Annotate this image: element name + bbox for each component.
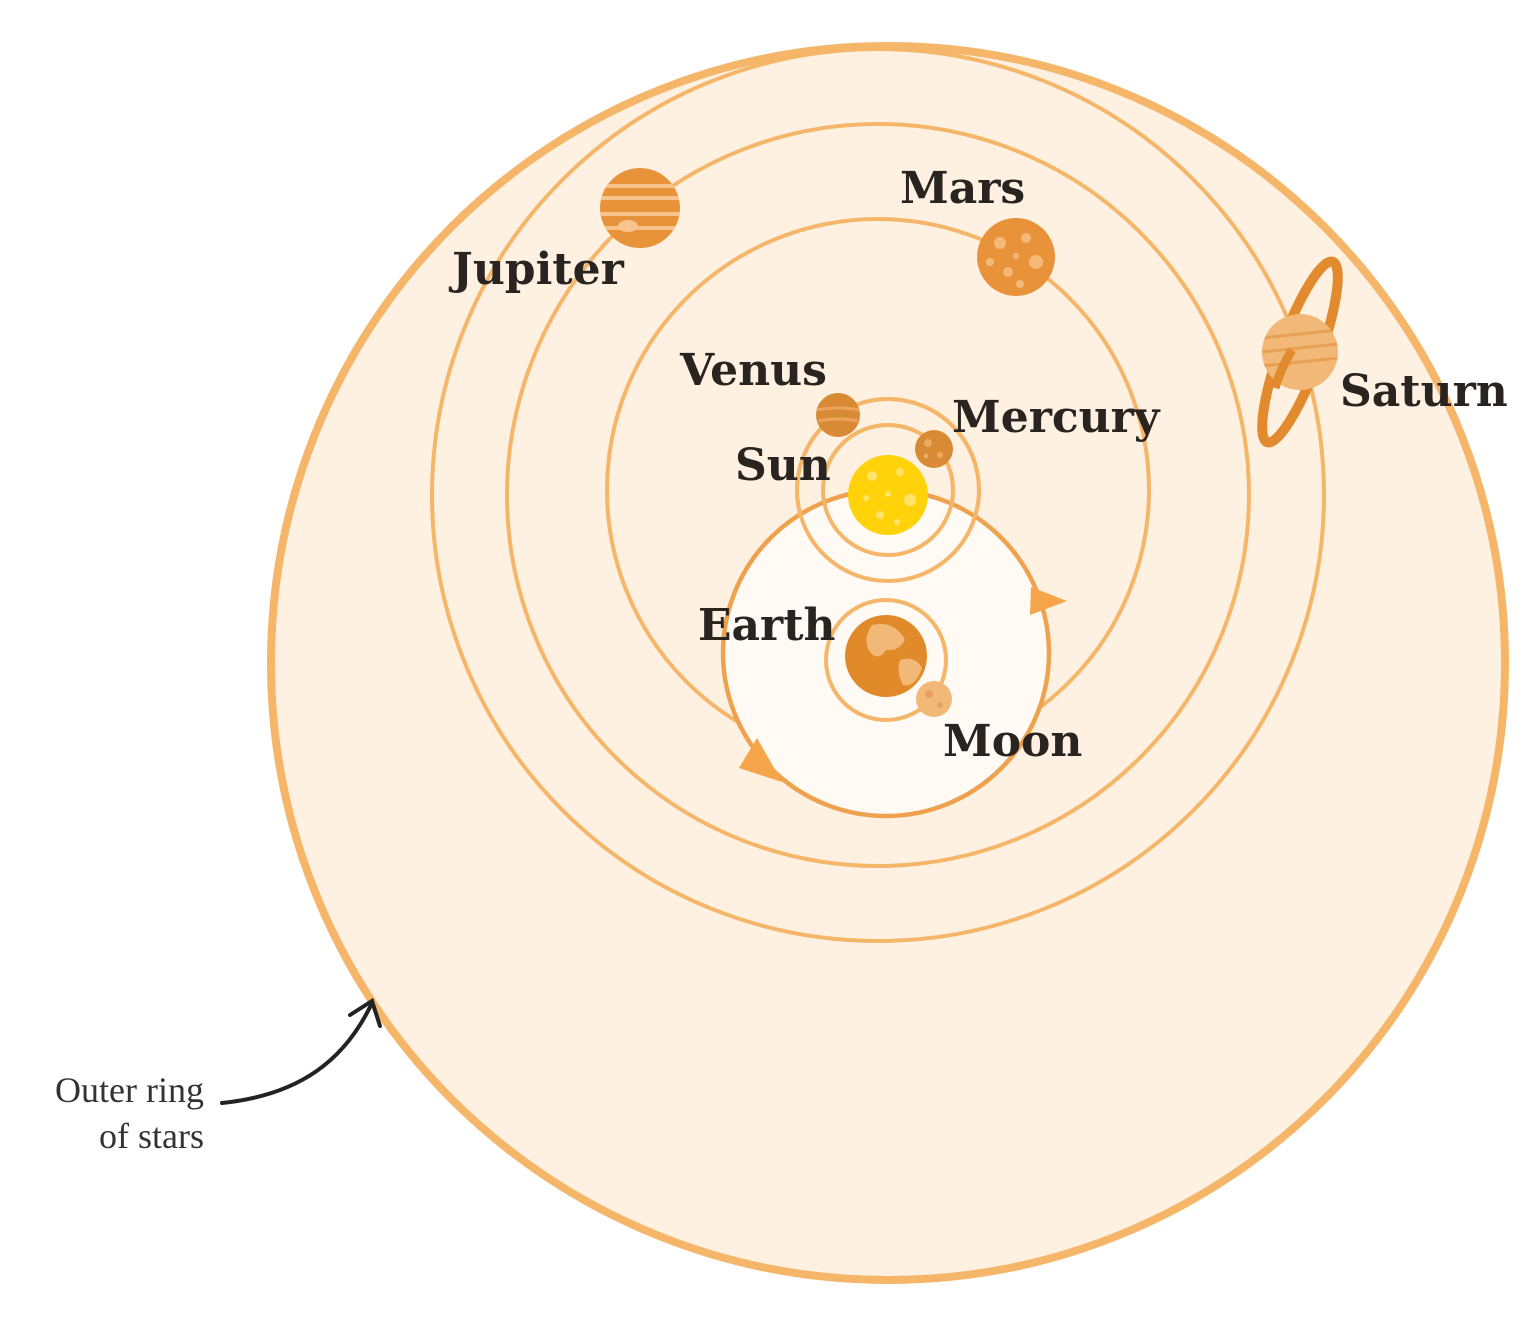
saturn-icon <box>1257 256 1343 448</box>
label-saturn: Saturn <box>1340 366 1508 417</box>
earth-icon <box>845 615 927 697</box>
orbit-mercury-front <box>821 423 955 557</box>
direction-arrow-right <box>1030 587 1067 615</box>
moon-icon <box>916 681 952 717</box>
label-mercury: Mercury <box>952 392 1161 443</box>
label-jupiter: Jupiter <box>448 244 625 295</box>
orbit-saturn <box>430 47 1326 943</box>
label-sun: Sun <box>735 440 831 491</box>
orbits <box>430 47 1326 943</box>
caption-line-1: Outer ring <box>55 1070 204 1110</box>
venus-icon <box>816 393 860 437</box>
mars-icon <box>977 218 1055 296</box>
caption-line-2: of stars <box>99 1116 204 1156</box>
direction-arrow-left <box>739 738 782 782</box>
sun-icon <box>848 455 928 535</box>
label-moon: Moon <box>943 716 1082 767</box>
jupiter-icon <box>600 168 680 248</box>
label-earth: Earth <box>698 600 836 651</box>
mercury-icon <box>915 430 953 468</box>
orbit-jupiter <box>505 122 1251 868</box>
label-venus: Venus <box>679 345 827 396</box>
orbit-venus-front <box>795 397 981 583</box>
caption-arrow <box>220 997 382 1105</box>
label-mars: Mars <box>900 163 1025 214</box>
orbit-moon <box>824 598 948 722</box>
